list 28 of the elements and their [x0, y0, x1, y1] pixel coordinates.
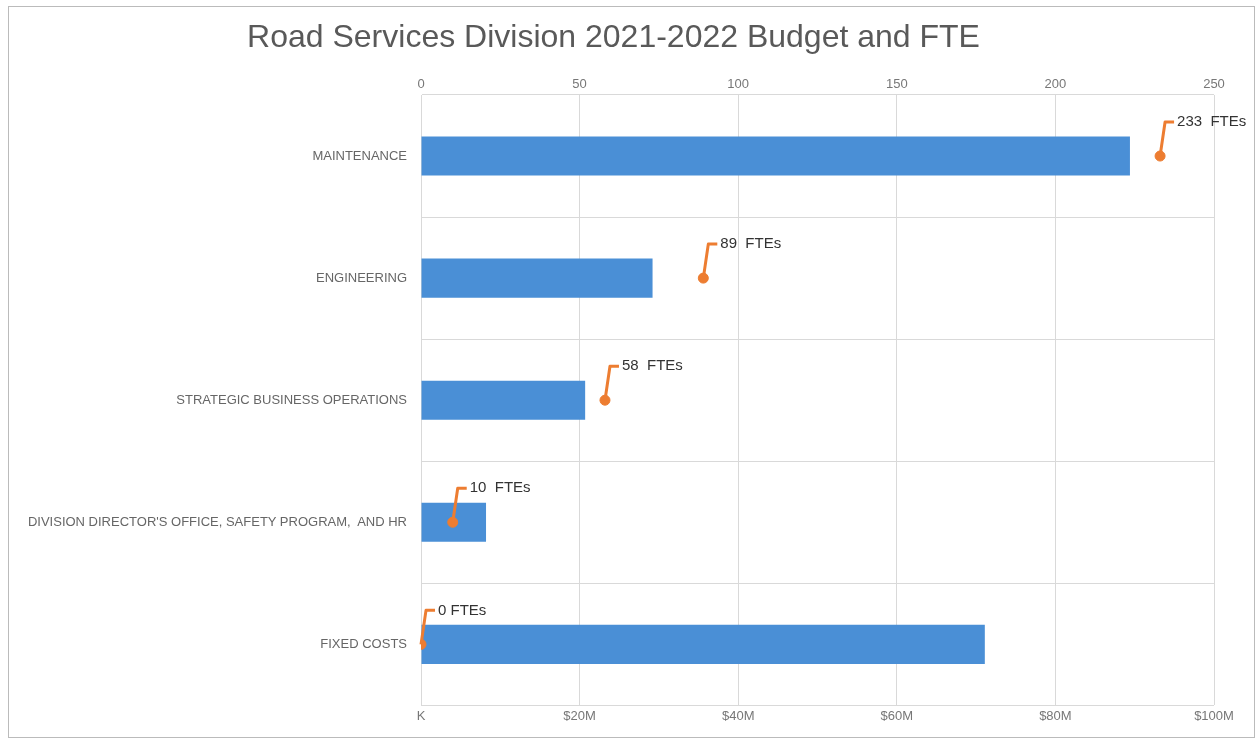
x2-tick-label: 50 — [572, 75, 587, 91]
x-tick-label: $20M — [563, 707, 596, 723]
bar — [421, 258, 653, 298]
x-tick-label: $40M — [721, 707, 755, 723]
x-tick-label: $80M — [1039, 707, 1072, 723]
y-tick-label: ENGINEERING — [315, 269, 407, 285]
data-label: 58 FTEs — [621, 356, 683, 374]
data-label: 233 FTEs — [1177, 112, 1247, 130]
y-tick-label: MAINTENANCE — [312, 147, 408, 163]
x2-tick-label: 250 — [1203, 75, 1225, 91]
data-label: 10 FTEs — [469, 478, 531, 496]
x2-tick-label: 100 — [727, 75, 750, 91]
y-tick-label: FIXED COSTS — [320, 635, 408, 651]
bar — [421, 380, 586, 420]
x2-tick-label: 150 — [885, 75, 908, 91]
bar — [421, 502, 487, 542]
y-tick-label: STRATEGIC BUSINESS OPERATIONS — [176, 391, 408, 407]
x-tick-label: $100M — [1194, 707, 1234, 723]
x2-tick-label: 200 — [1044, 75, 1067, 91]
x2-tick-label: 0 — [417, 75, 425, 91]
bar — [421, 624, 985, 664]
x-tick-label: $60M — [880, 707, 914, 723]
data-label: 89 FTEs — [720, 234, 782, 252]
chart-title: Road Services Division 2021-2022 Budget and FTE — [247, 18, 980, 55]
y-tick-label: DIVISION DIRECTOR'S OFFICE, SAFETY PROGRAM, AND HR — [27, 513, 407, 529]
x-tick-label: K — [416, 707, 426, 723]
bar — [421, 136, 1130, 176]
data-label: 0 FTEs — [438, 600, 487, 618]
